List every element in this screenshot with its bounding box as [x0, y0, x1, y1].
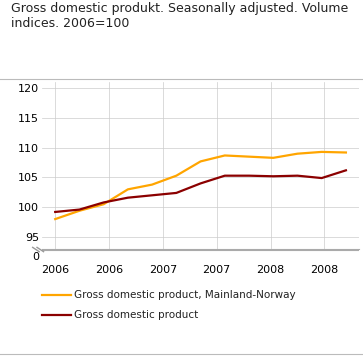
- Text: Gross domestic produkt. Seasonally adjusted. Volume
indices. 2006=100: Gross domestic produkt. Seasonally adjus…: [11, 2, 348, 30]
- Text: Gross domestic product: Gross domestic product: [74, 310, 199, 320]
- Text: Gross domestic product, Mainland-Norway: Gross domestic product, Mainland-Norway: [74, 290, 296, 300]
